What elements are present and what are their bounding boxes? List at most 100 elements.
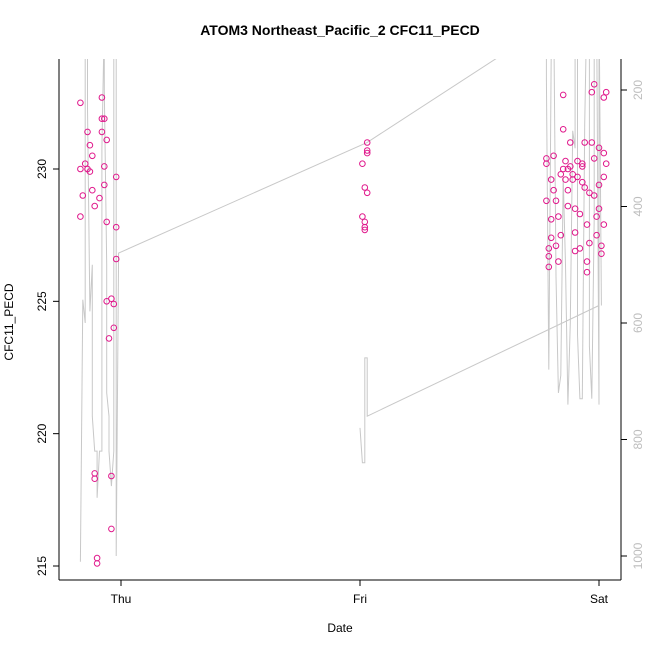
data-point (361, 223, 369, 231)
data-point (93, 554, 101, 562)
data-point (112, 255, 120, 263)
y-axis: 215 220 225 230 (35, 159, 59, 576)
data-point (361, 184, 369, 191)
data-point (77, 99, 84, 107)
data-point (101, 181, 108, 189)
data-point (562, 176, 569, 183)
y-tick-label: 230 (35, 159, 49, 179)
y-tick-label: 220 (35, 423, 49, 443)
data-point (550, 186, 557, 194)
data-point (543, 197, 550, 205)
data-point (559, 91, 567, 99)
data-point (89, 152, 96, 160)
data-point (590, 155, 598, 162)
pressure-line-1 (79, 59, 602, 562)
x-tick-label: Sat (590, 592, 609, 606)
data-point (98, 115, 106, 122)
data-point (593, 231, 600, 239)
data-point (550, 152, 557, 160)
data-point (108, 295, 115, 303)
x-axis: Thu Fri Sat (111, 579, 609, 606)
data-point (555, 258, 562, 265)
data-point (583, 268, 591, 276)
data-point (91, 470, 98, 477)
plot-area (58, 59, 622, 581)
pressure-line-2 (359, 305, 600, 464)
data-point (576, 245, 584, 252)
data-point (602, 88, 610, 96)
data-point (84, 128, 91, 136)
x-tick-label: Thu (111, 592, 132, 606)
y-tick-label: 225 (35, 291, 49, 311)
data-point (579, 178, 586, 186)
data-point (600, 173, 608, 181)
data-point (108, 525, 115, 533)
chart-title: ATOM3 Northeast_Pacific_2 CFC11_PECD (200, 22, 480, 38)
data-point (547, 216, 555, 223)
data-point (598, 242, 605, 250)
data-point (562, 157, 569, 165)
data-point (557, 171, 565, 178)
data-point (105, 335, 113, 342)
y2-tick-label: 600 (631, 313, 645, 333)
data-point (600, 94, 608, 101)
data-point (86, 168, 94, 175)
data-point (77, 165, 84, 173)
data-point (359, 213, 366, 220)
data-point (590, 192, 598, 199)
data-point (567, 163, 574, 170)
data-point (600, 221, 608, 228)
data-point (581, 139, 589, 146)
data-point (98, 94, 106, 101)
y-axis-label: CFC11_PECD (2, 283, 16, 360)
data-point (112, 173, 120, 181)
data-point (110, 324, 118, 332)
data-point (586, 189, 593, 197)
data-point (564, 186, 572, 194)
data-point (86, 141, 94, 149)
data-point (112, 223, 120, 231)
data-point (108, 472, 115, 480)
data-point (363, 189, 371, 197)
data-point (91, 202, 98, 210)
data-point (552, 197, 560, 205)
data-point (363, 147, 371, 154)
data-point (564, 202, 572, 210)
data-point (559, 165, 567, 173)
data-point (89, 186, 96, 194)
data-point (79, 192, 87, 199)
data-point (552, 242, 560, 250)
data-point (593, 213, 600, 220)
data-point (590, 81, 598, 88)
data-point (569, 176, 577, 183)
data-point (543, 155, 550, 162)
data-point (96, 194, 103, 202)
data-point (583, 258, 591, 265)
data-point (545, 252, 553, 260)
y2-axis: 200 400 600 800 1000 (621, 80, 645, 569)
y2-tick-label: 800 (631, 429, 645, 449)
data-point (595, 205, 603, 212)
data-point (576, 210, 584, 218)
data-point (103, 218, 110, 226)
data-point (110, 300, 118, 308)
data-point (579, 163, 586, 170)
data-point (567, 139, 574, 146)
x-axis-label: Date (327, 621, 353, 635)
plot-data (77, 59, 610, 567)
data-point (545, 263, 553, 271)
data-point (595, 181, 603, 189)
data-point (101, 115, 108, 122)
data-point (359, 160, 366, 167)
data-point (579, 160, 586, 167)
data-point (602, 160, 610, 167)
data-point (574, 173, 581, 181)
x-tick-label: Fri (353, 592, 367, 606)
data-point (583, 221, 591, 228)
data-point (598, 250, 605, 257)
data-point (595, 144, 603, 152)
data-point (571, 229, 579, 236)
data-point (547, 176, 555, 183)
data-point (600, 149, 608, 157)
